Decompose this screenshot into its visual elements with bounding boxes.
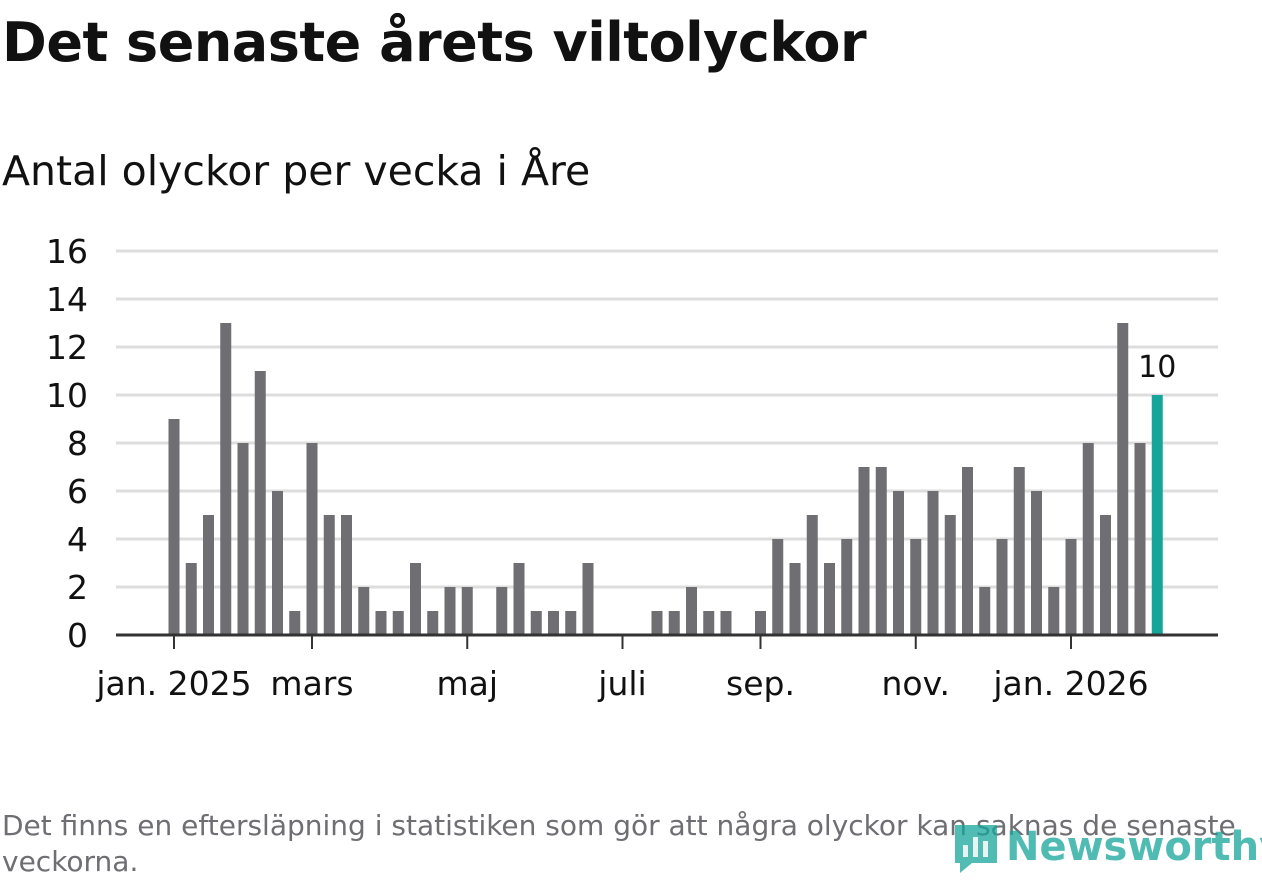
bar [927, 491, 939, 635]
bar [686, 587, 697, 635]
bar [392, 611, 404, 635]
bar [651, 611, 663, 635]
bar [1013, 467, 1025, 635]
bar [203, 515, 214, 635]
bar [875, 467, 887, 635]
bar [323, 515, 335, 635]
chart-subtitle: Antal olyckor per vecka i Åre [2, 147, 591, 195]
bar [530, 611, 542, 635]
bar [944, 515, 956, 635]
footnote: Det finns en eftersläpning i statistiken… [2, 809, 1236, 878]
x-tick-label: jan. 2026 [992, 664, 1148, 703]
bar [1065, 539, 1077, 635]
bar [858, 467, 870, 635]
bar-chart: 0 2 4 6 8 10 12 14 16 jan. 2025 mars maj juli sep. no… [46, 232, 1218, 703]
bar [841, 539, 853, 635]
bar [427, 611, 439, 635]
y-tick-label: 2 [67, 568, 88, 607]
y-tick-label: 0 [67, 616, 88, 655]
bar [306, 443, 318, 635]
bar [720, 611, 732, 635]
y-tick-label: 6 [67, 472, 88, 511]
x-axis-tick-labels: jan. 2025 mars maj juli sep. nov. jan. 2026 [95, 664, 1148, 703]
bar [289, 611, 301, 635]
bar [254, 371, 266, 635]
bar [668, 611, 680, 635]
bar [1134, 443, 1146, 635]
bar [341, 515, 352, 635]
bar [1031, 491, 1042, 635]
x-tick-label: juli [597, 664, 646, 703]
bar [582, 563, 594, 635]
bar [806, 515, 818, 635]
y-tick-label: 8 [67, 424, 88, 463]
bars [168, 323, 1163, 635]
bar [237, 443, 249, 635]
x-tick-label: nov. [881, 664, 950, 703]
bar [496, 587, 508, 635]
gridlines [116, 249, 1218, 589]
highlight-value-label: 10 [1138, 350, 1176, 385]
y-tick-label: 4 [67, 520, 88, 559]
bar [824, 563, 835, 635]
bar [358, 587, 370, 635]
x-tick-label: jan. 2025 [95, 664, 251, 703]
newsworthy-logo-icon [955, 825, 997, 873]
bar [755, 611, 766, 635]
y-tick-label: 14 [46, 280, 88, 319]
bar [1082, 443, 1094, 635]
bar [910, 539, 922, 635]
bar [979, 587, 991, 635]
chart-title: Det senaste årets viltolyckor [2, 11, 867, 74]
bar [272, 491, 283, 635]
bar [893, 491, 904, 635]
bar [513, 563, 525, 635]
bar [565, 611, 577, 635]
bar [772, 539, 784, 635]
x-tick-label: mars [270, 664, 353, 703]
bar-highlight [1151, 395, 1163, 635]
y-tick-label: 10 [46, 376, 88, 415]
y-tick-label: 12 [46, 328, 88, 367]
bar [444, 587, 456, 635]
bar [1048, 587, 1060, 635]
bar [789, 563, 801, 635]
y-tick-label: 16 [46, 232, 88, 271]
y-axis-tick-labels: 0 2 4 6 8 10 12 14 16 [46, 232, 88, 655]
bar [220, 323, 232, 635]
bar [1117, 323, 1129, 635]
x-axis [116, 633, 1218, 649]
newsworthy-logo[interactable]: Newsworthy [952, 818, 1262, 876]
bar [962, 467, 973, 635]
bar [375, 611, 387, 635]
bar [168, 419, 180, 635]
x-tick-label: maj [436, 664, 498, 703]
bar [548, 611, 559, 635]
x-tick-label: sep. [726, 664, 795, 703]
bar [410, 563, 421, 635]
brand-name: Newsworthy [1006, 824, 1262, 870]
bar [1100, 515, 1111, 635]
bar [996, 539, 1008, 635]
bar [185, 563, 197, 635]
bar [703, 611, 715, 635]
annotations: 10 [1138, 350, 1176, 385]
bar [461, 587, 473, 635]
